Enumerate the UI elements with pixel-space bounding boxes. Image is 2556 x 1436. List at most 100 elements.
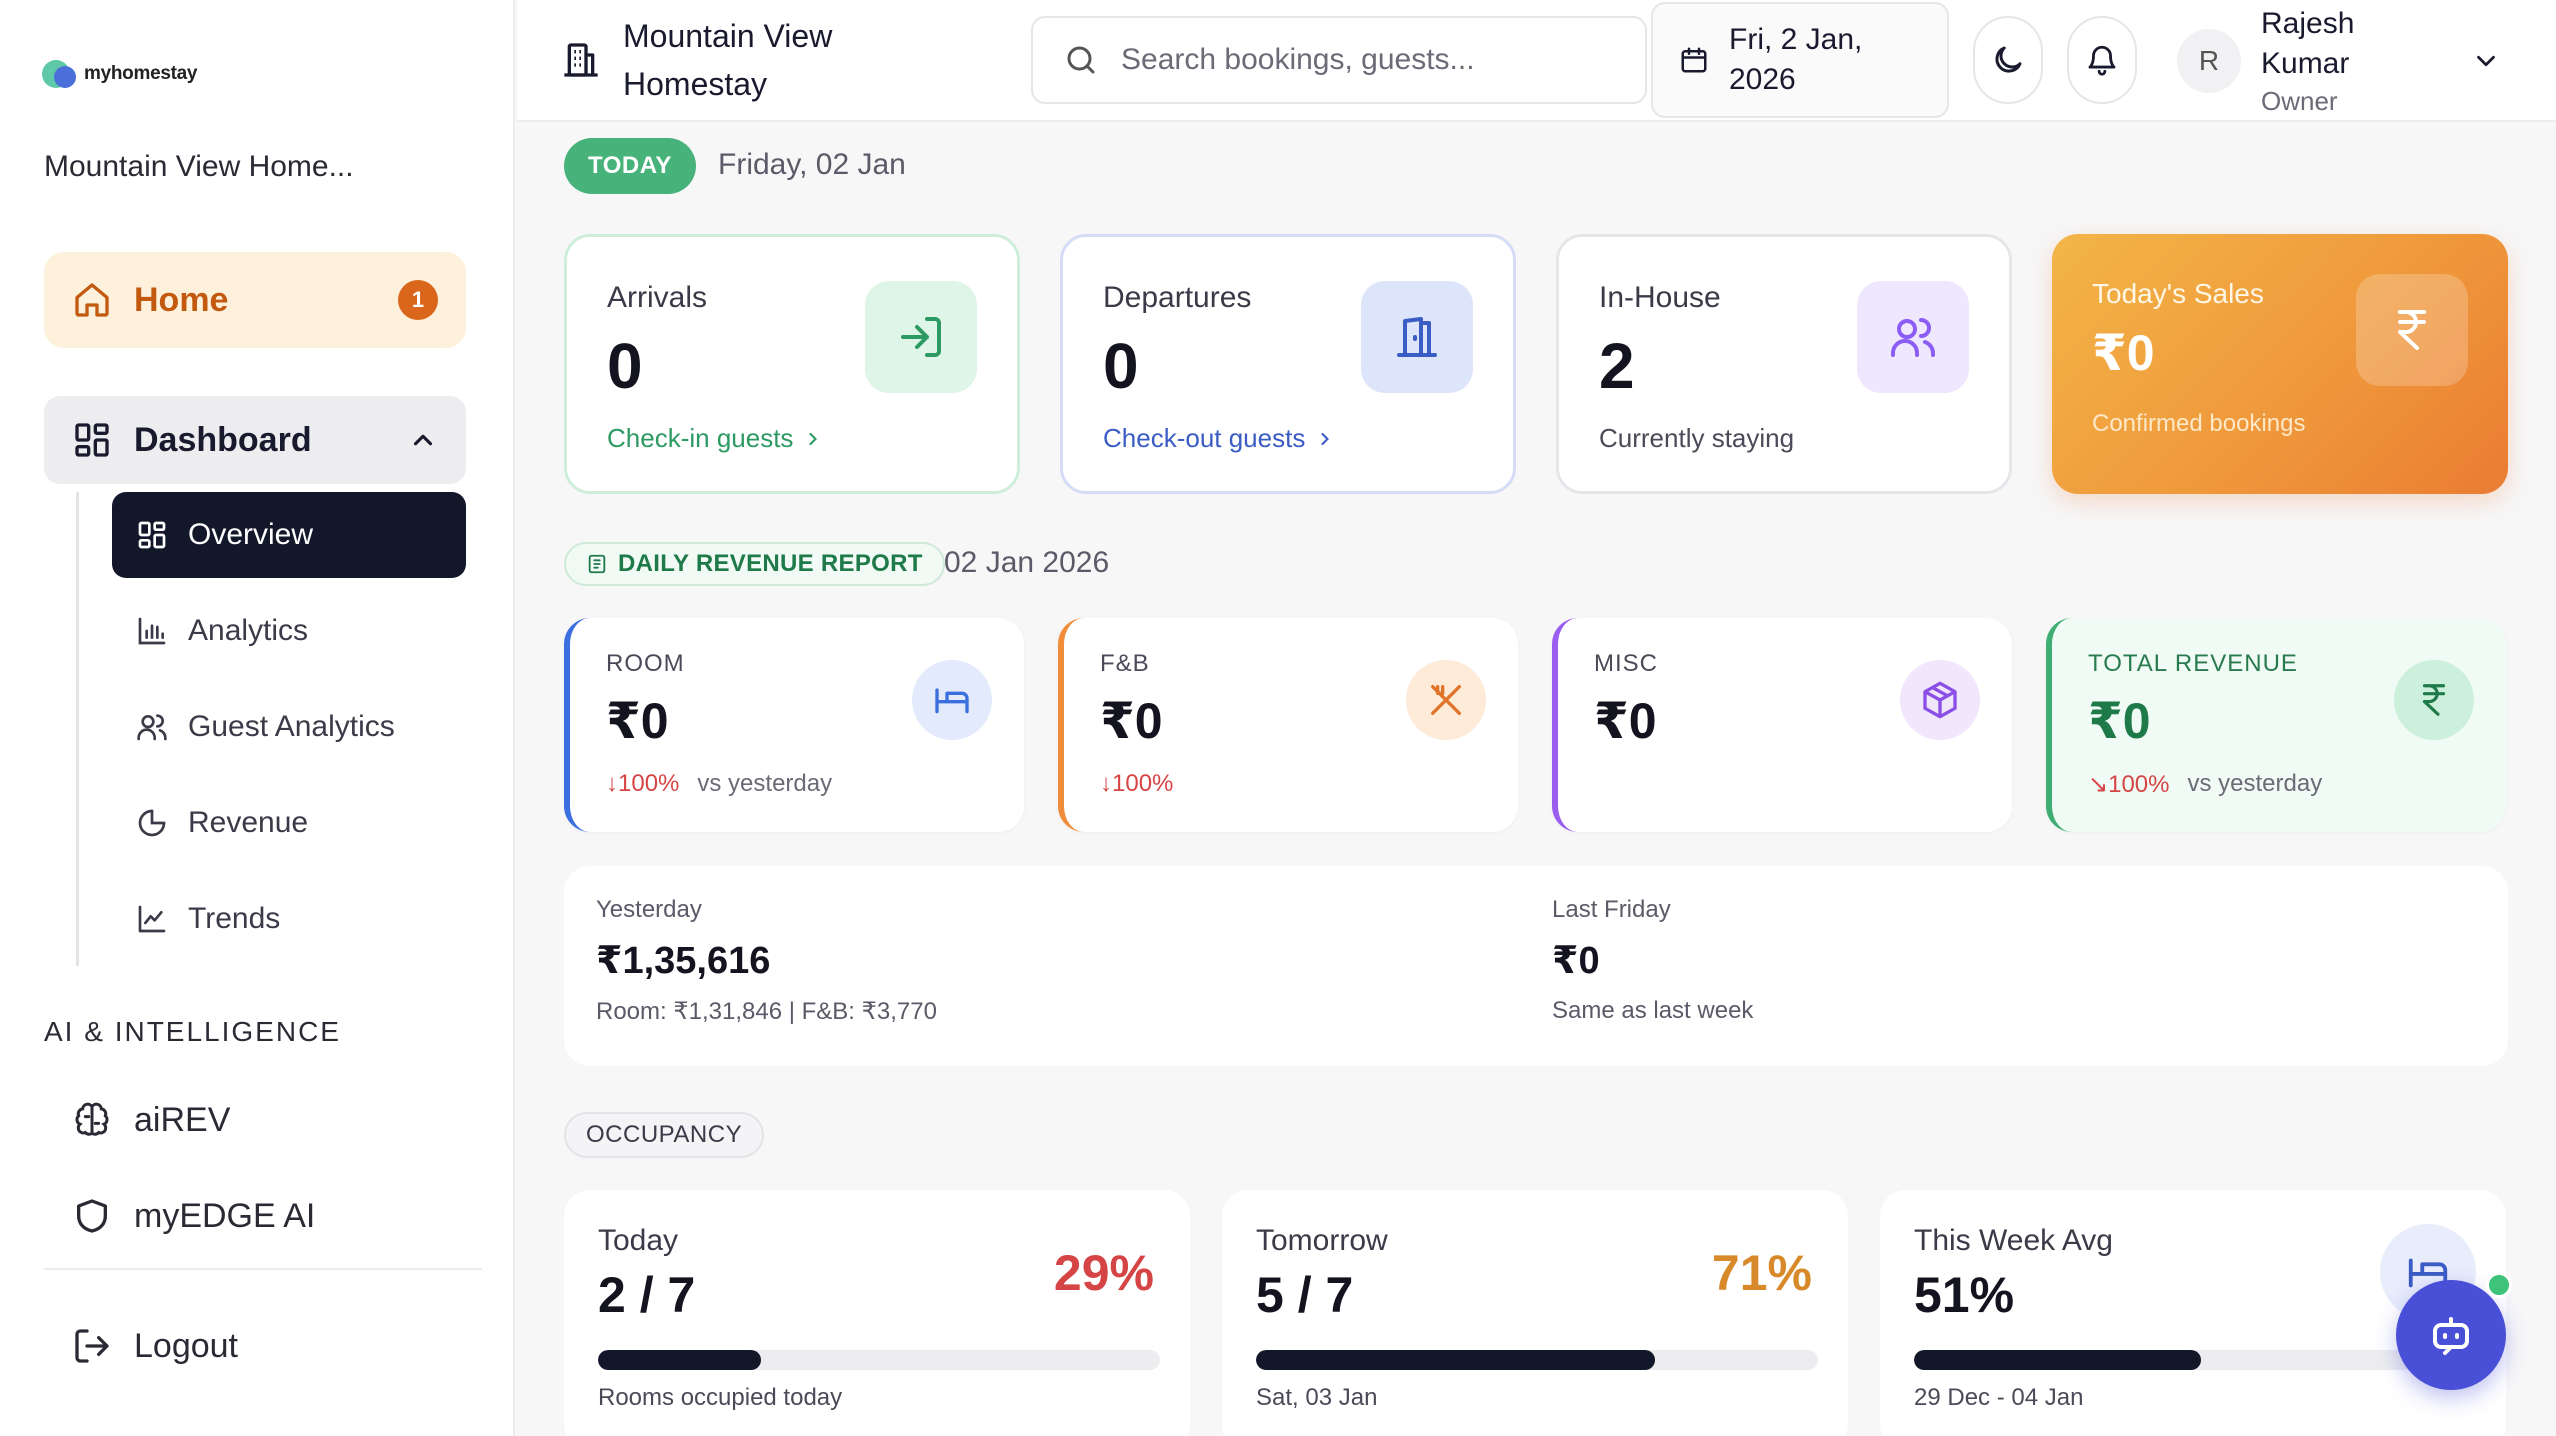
chevron-right-icon <box>1315 429 1335 449</box>
user-name: Rajesh Kumar <box>2261 7 2355 80</box>
sidebar-item-home[interactable]: Home 1 <box>44 252 466 348</box>
card-title: Departures <box>1103 281 1252 314</box>
chevron-down-icon[interactable] <box>2471 46 2501 76</box>
rupee-icon <box>2394 660 2474 740</box>
notification-badge: 1 <box>398 280 438 320</box>
sidebar-item-dashboard[interactable]: Dashboard <box>44 396 466 484</box>
line-chart-icon <box>136 903 168 935</box>
user-menu[interactable]: R Rajesh Kumar Owner <box>2177 4 2501 118</box>
login-icon <box>865 281 977 393</box>
dark-mode-toggle[interactable] <box>1973 16 2043 104</box>
search-icon <box>1063 42 1099 78</box>
chevron-right-icon <box>803 429 823 449</box>
daily-revenue-report-badge: DAILY REVENUE REPORT <box>564 542 945 586</box>
card-title: MISC <box>1594 650 1658 677</box>
logo-text: myhomestay <box>84 63 198 84</box>
card-value: ₹0 <box>606 693 669 749</box>
comparison-title: Last Friday <box>1552 896 1671 923</box>
card-title: This Week Avg <box>1914 1224 2113 1257</box>
card-value: 0 <box>607 330 643 402</box>
todays-sales-card[interactable]: Today's Sales ₹0 Confirmed bookings <box>2052 234 2508 494</box>
search-box[interactable] <box>1031 16 1647 104</box>
card-title: Today <box>598 1224 679 1257</box>
card-title: TOTAL REVENUE <box>2088 650 2298 677</box>
chevron-up-icon[interactable] <box>408 425 438 455</box>
brand-logo[interactable]: myhomestay <box>42 58 197 90</box>
card-value: ₹0 <box>1100 693 1163 749</box>
fnb-revenue-card[interactable]: F&B ₹0 ↓100% <box>1058 618 1518 832</box>
sidebar-item-label: Dashboard <box>134 420 312 459</box>
card-value: 2 / 7 <box>598 1267 696 1323</box>
card-value: ₹0 <box>2092 325 2155 381</box>
occupancy-tomorrow-card[interactable]: Tomorrow 5 / 7 71% Sat, 03 Jan <box>1222 1190 1848 1436</box>
sidebar-item-label: aiREV <box>134 1100 231 1139</box>
calendar-icon <box>1679 45 1709 75</box>
grid-icon <box>136 519 168 551</box>
sidebar-item-label: Trends <box>188 902 281 935</box>
logout-icon <box>72 1326 112 1366</box>
bar-chart-icon <box>136 615 168 647</box>
search-input[interactable] <box>1121 43 1601 77</box>
building-icon <box>561 40 601 80</box>
in-house-card[interactable]: In-House 2 Currently staying <box>1556 234 2012 494</box>
online-status-dot <box>2486 1272 2512 1298</box>
total-revenue-card[interactable]: TOTAL REVENUE ₹0 ↘100% vs yesterday <box>2046 618 2506 832</box>
yesterday-comparison: Yesterday ₹1,35,616 Room: ₹1,31,846 | F&… <box>596 896 937 1026</box>
date-picker[interactable]: Fri, 2 Jan, 2026 <box>1651 2 1949 118</box>
card-title: ROOM <box>606 650 685 677</box>
departures-card[interactable]: Departures 0 Check-out guests <box>1060 234 1516 494</box>
sidebar-item-trends[interactable]: Trends <box>112 876 466 962</box>
comparison-title: Yesterday <box>596 896 702 923</box>
date-text: Fri, 2 Jan, 2026 <box>1729 23 1863 96</box>
progress-fill <box>598 1350 761 1370</box>
card-value: 2 <box>1599 330 1635 402</box>
change-indicator: ↓100% <box>606 770 680 797</box>
card-subtitle: 29 Dec - 04 Jan <box>1914 1384 2084 1411</box>
receipt-icon <box>586 553 608 575</box>
link-label: Check-in guests <box>607 423 794 453</box>
card-subtitle: Sat, 03 Jan <box>1256 1384 1378 1411</box>
today-badge: TODAY <box>564 138 696 194</box>
check-out-link[interactable]: Check-out guests <box>1103 423 1335 454</box>
submenu-guide-line <box>76 492 79 966</box>
bot-icon <box>2427 1311 2475 1359</box>
logout-button[interactable]: Logout <box>44 1306 466 1386</box>
occupancy-badge: OCCUPANCY <box>564 1112 765 1158</box>
sidebar-item-label: Home <box>134 280 229 319</box>
check-in-link[interactable]: Check-in guests <box>607 423 823 454</box>
occupancy-today-card[interactable]: Today 2 / 7 29% Rooms occupied today <box>564 1190 1190 1436</box>
property-selector[interactable]: Mountain View Home... <box>44 150 354 183</box>
sidebar-item-guest-analytics[interactable]: Guest Analytics <box>112 684 466 770</box>
card-value: 5 / 7 <box>1256 1267 1354 1323</box>
notifications-button[interactable] <box>2067 16 2137 104</box>
card-value: ₹0 <box>2088 693 2151 749</box>
room-revenue-card[interactable]: ROOM ₹0 ↓100% vs yesterday <box>564 618 1024 832</box>
comparison-value: ₹0 <box>1552 940 1600 982</box>
sidebar-divider <box>44 1268 482 1270</box>
sidebar-item-revenue[interactable]: Revenue <box>112 780 466 866</box>
compare-label: vs yesterday <box>697 770 833 797</box>
users-icon <box>136 711 168 743</box>
bed-icon <box>912 660 992 740</box>
card-title: In-House <box>1599 281 1721 314</box>
avatar: R <box>2177 29 2241 93</box>
report-date: 02 Jan 2026 <box>944 546 1110 579</box>
package-icon <box>1900 660 1980 740</box>
logo-mark-icon <box>42 58 78 90</box>
sidebar-item-overview[interactable]: Overview <box>112 492 466 578</box>
change-indicator: ↓100% <box>1100 770 1174 797</box>
occupancy-progress-bar <box>598 1350 1160 1370</box>
pie-chart-icon <box>136 807 168 839</box>
misc-revenue-card[interactable]: MISC ₹0 <box>1552 618 2012 832</box>
sidebar-item-airev[interactable]: aiREV <box>44 1080 466 1160</box>
card-value: 51% <box>1914 1267 2015 1323</box>
link-label: Check-out guests <box>1103 423 1306 453</box>
occupancy-percent: 29% <box>1053 1245 1154 1301</box>
arrivals-card[interactable]: Arrivals 0 Check-in guests <box>564 234 1020 494</box>
comparison-note: Same as last week <box>1552 997 1754 1024</box>
section-title-ai: AI & INTELLIGENCE <box>44 1016 341 1047</box>
comparison-value: ₹1,35,616 <box>596 940 771 982</box>
ai-assistant-button[interactable] <box>2396 1280 2506 1390</box>
sidebar-item-myedge-ai[interactable]: myEDGE AI <box>44 1176 466 1256</box>
sidebar-item-analytics[interactable]: Analytics <box>112 588 466 674</box>
